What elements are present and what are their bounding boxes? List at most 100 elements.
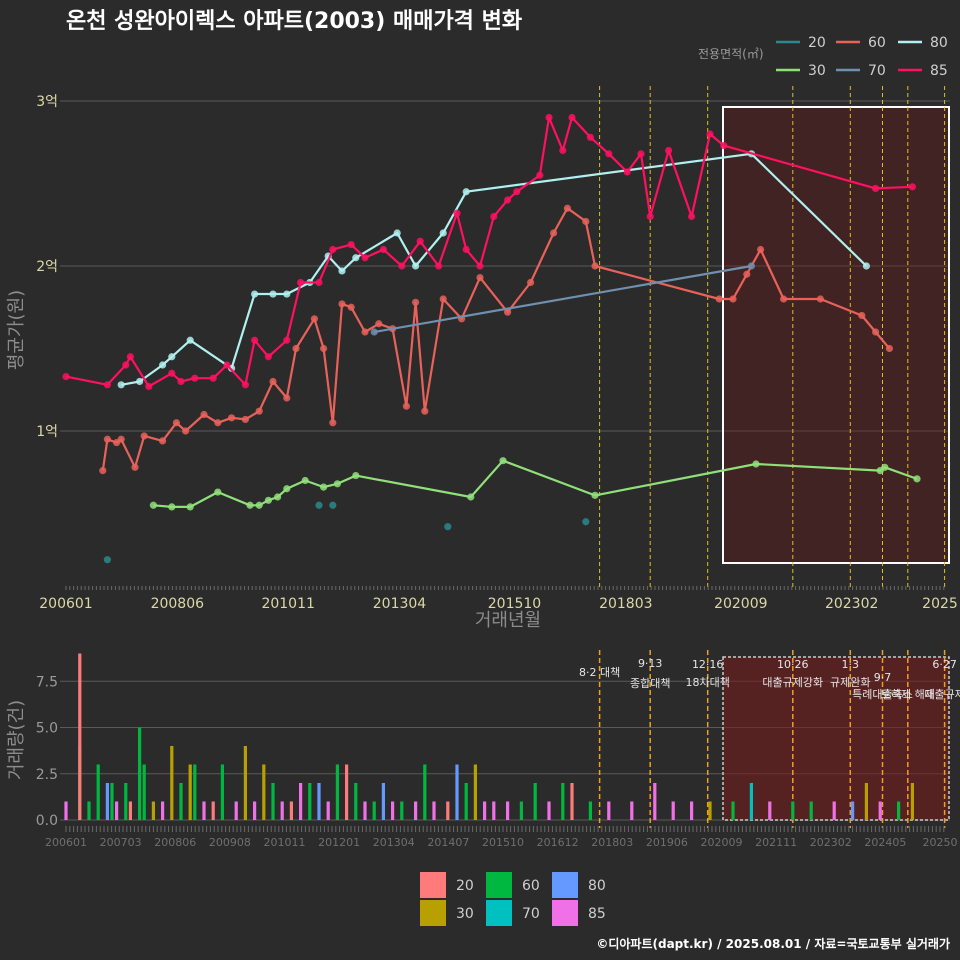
series-point-85 bbox=[122, 361, 130, 369]
legend-label-30: 30 bbox=[808, 63, 826, 79]
volume-bar-v30 bbox=[188, 764, 192, 820]
bottom-legend-swatch-60 bbox=[486, 872, 512, 898]
event-label: 1·3 bbox=[842, 658, 860, 671]
series-point-60 bbox=[99, 467, 107, 475]
series-point-85 bbox=[545, 113, 553, 122]
volume-bar-v80 bbox=[317, 783, 321, 820]
bottom-x-tick-label: 200703 bbox=[100, 836, 142, 849]
event-sub-label: 특례대출축소 bbox=[852, 688, 913, 701]
series-point-70 bbox=[370, 328, 378, 336]
volume-bar-v85 bbox=[630, 801, 634, 820]
volume-bar-v85 bbox=[671, 801, 675, 820]
top-x-ticks: 200601 200806 201011 201304 201510 201803 2020… bbox=[39, 586, 958, 612]
volume-bar-v80 bbox=[455, 764, 459, 820]
volume-bar-v20 bbox=[289, 801, 293, 820]
event-sub-label: 규제완화 bbox=[830, 676, 870, 689]
series-point-85 bbox=[62, 372, 70, 381]
series-point-85 bbox=[908, 183, 917, 191]
series-point-60 bbox=[729, 295, 737, 303]
bottom-y-tick-label: 2.5 bbox=[36, 767, 58, 783]
series-point-85 bbox=[398, 262, 406, 270]
volume-bar-v60 bbox=[110, 783, 114, 820]
chart-title: 온천 성완아이렉스 아파트(2003) 매매가격 변화 bbox=[66, 9, 522, 34]
series-point-30 bbox=[283, 485, 291, 493]
event-sub-label: 18차대책 bbox=[686, 676, 730, 689]
series-point-60 bbox=[255, 407, 263, 415]
series-point-80 bbox=[136, 377, 144, 386]
bottom-legend-swatch-30 bbox=[420, 900, 446, 926]
bottom-x-tick-label: 201510 bbox=[482, 836, 524, 849]
series-point-60 bbox=[412, 298, 420, 306]
top-x-tick-label: 2025 bbox=[922, 596, 958, 612]
event-sub-label: 대출규제 bbox=[924, 688, 960, 701]
event-sub-label: 종합대책 bbox=[630, 677, 670, 690]
legend-label-80: 80 bbox=[930, 35, 948, 51]
series-point-85 bbox=[416, 237, 424, 245]
series-point-30 bbox=[591, 491, 599, 499]
series-point-85 bbox=[504, 196, 512, 204]
series-point-85 bbox=[623, 168, 631, 176]
series-point-20 bbox=[103, 556, 111, 564]
series-point-85 bbox=[251, 336, 259, 344]
series-point-85 bbox=[453, 209, 461, 217]
bottom-y-ticks: 0.0 2.5 5.0 7.5 bbox=[36, 674, 58, 829]
series-point-30 bbox=[352, 471, 360, 480]
bottom-y-tick-label: 5.0 bbox=[36, 721, 58, 737]
volume-bar-v80 bbox=[851, 801, 855, 820]
volume-bar-v30 bbox=[708, 801, 712, 820]
series-point-60 bbox=[172, 419, 180, 427]
bottom-x-tick-label: 201407 bbox=[427, 836, 469, 849]
series-point-85 bbox=[490, 212, 498, 221]
series-point-60 bbox=[421, 407, 429, 415]
volume-bar-v60 bbox=[354, 783, 358, 820]
volume-bar-v85 bbox=[547, 801, 551, 820]
top-x-tick-label: 202009 bbox=[714, 596, 767, 612]
series-point-30 bbox=[320, 483, 328, 491]
bottom-x-tick-label: 202302 bbox=[810, 836, 852, 849]
bottom-x-tick-label: 201612 bbox=[537, 836, 579, 849]
bottom-x-ticks: 200601 200703 200806 200908 201011 201201 2013… bbox=[45, 826, 958, 849]
bottom-legend-label-80: 80 bbox=[588, 878, 606, 894]
volume-bar-v60 bbox=[423, 764, 427, 820]
series-point-60 bbox=[872, 328, 880, 336]
top-y-tick-label: 2억 bbox=[36, 259, 58, 275]
series-point-85 bbox=[103, 381, 111, 389]
volume-bar-v85 bbox=[280, 801, 284, 820]
series-point-85 bbox=[379, 245, 387, 254]
top-y-tick-label: 1억 bbox=[36, 424, 58, 440]
series-point-85 bbox=[706, 130, 714, 138]
legend-label-70: 70 bbox=[868, 63, 886, 79]
volume-bar-v70 bbox=[749, 783, 753, 820]
series-point-70 bbox=[747, 262, 756, 270]
series-point-60 bbox=[241, 415, 249, 424]
volume-bar-v30 bbox=[864, 783, 868, 820]
volume-bar-v85 bbox=[363, 801, 367, 820]
series-point-30 bbox=[467, 493, 475, 501]
bottom-event-lines: 8·2 대책 9·13 종합대책 12·16 18차대책 10·26 대출규제강화 1·3 규제… bbox=[579, 650, 960, 828]
volume-bar-v60 bbox=[400, 801, 404, 820]
volume-bar-v85 bbox=[483, 801, 487, 820]
bottom-x-tick-label: 200806 bbox=[154, 836, 196, 849]
volume-bar-v20 bbox=[570, 783, 574, 820]
series-point-80 bbox=[862, 262, 871, 270]
series-point-80 bbox=[159, 361, 167, 369]
series-point-60 bbox=[159, 437, 167, 445]
series-point-80 bbox=[439, 229, 447, 237]
series-point-60 bbox=[329, 419, 337, 427]
bottom-y-tick-label: 7.5 bbox=[36, 674, 58, 690]
volume-bar-v30 bbox=[473, 764, 477, 820]
series-point-85 bbox=[168, 369, 176, 377]
top-x-tick-label: 201803 bbox=[599, 596, 652, 612]
legend-title: 전용면적(㎡) bbox=[698, 47, 764, 61]
volume-bar-v85 bbox=[64, 801, 68, 820]
series-point-60 bbox=[743, 270, 751, 278]
series-point-60 bbox=[269, 377, 277, 386]
series-point-30 bbox=[499, 457, 507, 465]
volume-bar-v20 bbox=[78, 653, 82, 820]
legend-label-85: 85 bbox=[930, 63, 948, 79]
series-point-30 bbox=[214, 488, 222, 496]
top-legend: 20 30 60 70 80 85 bbox=[776, 35, 948, 79]
series-point-60 bbox=[292, 344, 300, 353]
bottom-y-axis-title: 거래량(건) bbox=[6, 700, 27, 780]
top-x-axis-title: 거래년월 bbox=[475, 610, 541, 631]
